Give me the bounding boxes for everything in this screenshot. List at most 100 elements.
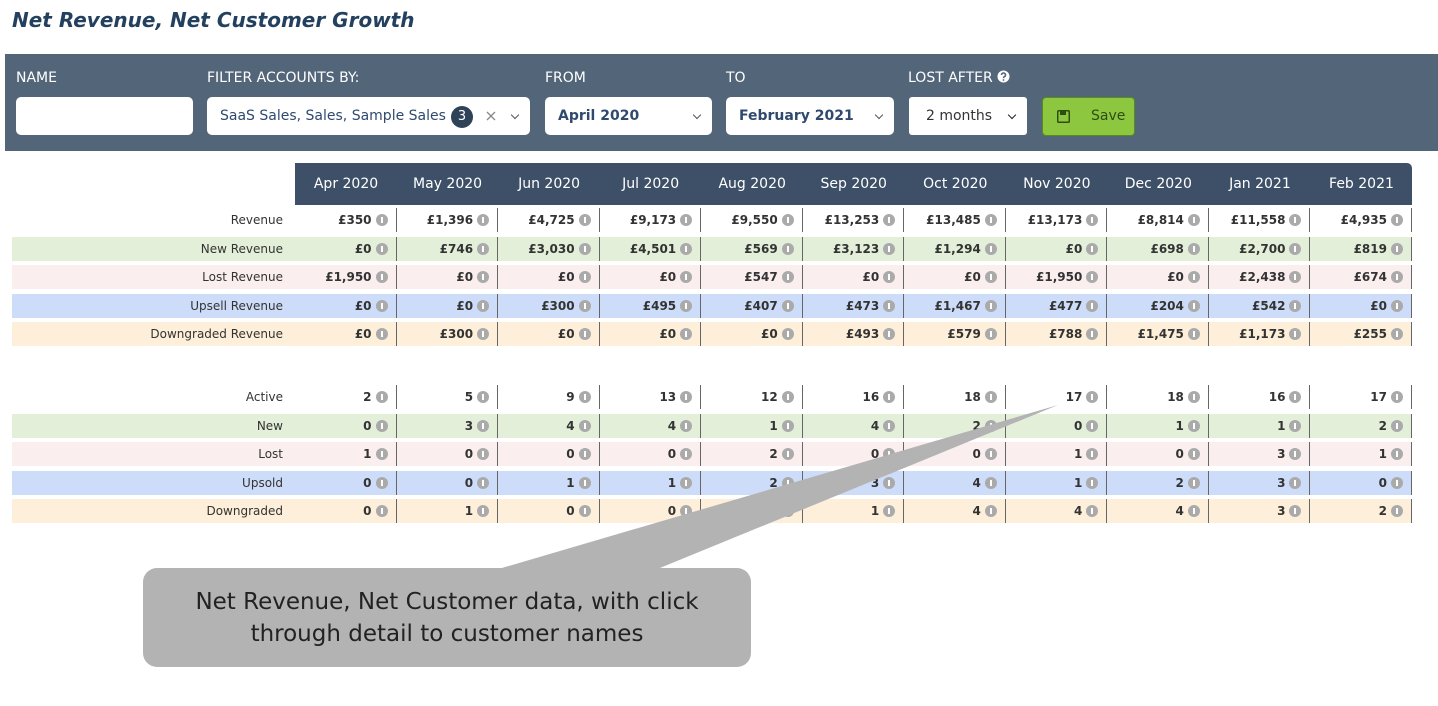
revenue-value[interactable]: £674	[1310, 265, 1412, 289]
revenue-value[interactable]: £0	[397, 265, 499, 289]
info-icon[interactable]	[680, 391, 693, 403]
customer-value[interactable]: 18	[1107, 385, 1209, 409]
revenue-value[interactable]: £407	[701, 293, 803, 318]
revenue-value[interactable]: £300	[498, 293, 600, 318]
info-icon[interactable]	[1086, 476, 1099, 489]
info-icon[interactable]	[883, 242, 896, 255]
info-icon[interactable]	[984, 214, 997, 226]
revenue-value[interactable]: £1,294	[904, 236, 1006, 261]
info-icon[interactable]	[781, 271, 794, 283]
info-icon[interactable]	[1086, 448, 1099, 460]
customer-value[interactable]: 0	[295, 413, 397, 438]
info-icon[interactable]	[1390, 391, 1403, 403]
info-icon[interactable]	[477, 328, 490, 340]
customer-value[interactable]: 4	[904, 499, 1006, 523]
info-icon[interactable]	[781, 328, 794, 340]
customer-value[interactable]: 18	[904, 385, 1006, 409]
info-icon[interactable]	[1390, 476, 1403, 489]
revenue-value[interactable]: £0	[701, 322, 803, 346]
revenue-value[interactable]: £0	[1310, 293, 1412, 318]
customer-value[interactable]: 0	[295, 470, 397, 495]
customer-value[interactable]: 4	[904, 470, 1006, 495]
customer-value[interactable]: 2	[1310, 413, 1412, 438]
info-icon[interactable]	[883, 328, 896, 340]
info-icon[interactable]	[781, 391, 794, 403]
info-icon[interactable]	[1289, 476, 1302, 489]
info-icon[interactable]	[1289, 271, 1302, 283]
revenue-value[interactable]: £1,950	[295, 265, 397, 289]
revenue-value[interactable]: £746	[397, 236, 499, 261]
info-icon[interactable]	[578, 214, 591, 226]
revenue-value[interactable]: £542	[1209, 293, 1311, 318]
info-icon[interactable]	[375, 328, 388, 340]
revenue-value[interactable]: £0	[295, 322, 397, 346]
info-icon[interactable]	[375, 419, 388, 432]
info-icon[interactable]	[984, 448, 997, 460]
info-icon[interactable]	[781, 299, 794, 312]
customer-value[interactable]: 1	[1006, 442, 1108, 466]
customer-value[interactable]: 13	[600, 385, 702, 409]
info-icon[interactable]	[375, 214, 388, 226]
revenue-value[interactable]: £473	[803, 293, 905, 318]
help-icon[interactable]	[997, 70, 1010, 83]
info-icon[interactable]	[984, 328, 997, 340]
info-icon[interactable]	[1086, 391, 1099, 403]
customer-value[interactable]: 5	[397, 385, 499, 409]
revenue-value[interactable]: £0	[397, 293, 499, 318]
customer-value[interactable]: 0	[498, 499, 600, 523]
revenue-value[interactable]: £1,467	[904, 293, 1006, 318]
info-icon[interactable]	[781, 242, 794, 255]
info-icon[interactable]	[1187, 214, 1200, 226]
info-icon[interactable]	[1289, 505, 1302, 517]
info-icon[interactable]	[1086, 214, 1099, 226]
info-icon[interactable]	[477, 419, 490, 432]
info-icon[interactable]	[375, 299, 388, 312]
info-icon[interactable]	[1390, 242, 1403, 255]
customer-value[interactable]: 1	[701, 413, 803, 438]
info-icon[interactable]	[1187, 242, 1200, 255]
revenue-value[interactable]: £788	[1006, 322, 1108, 346]
revenue-value[interactable]: £0	[498, 265, 600, 289]
customer-value[interactable]: 1	[295, 442, 397, 466]
info-icon[interactable]	[680, 214, 693, 226]
info-icon[interactable]	[1086, 299, 1099, 312]
revenue-value[interactable]: £0	[600, 265, 702, 289]
revenue-value[interactable]: £9,550	[701, 208, 803, 232]
customer-value[interactable]: 1	[1209, 413, 1311, 438]
info-icon[interactable]	[883, 271, 896, 283]
info-icon[interactable]	[578, 448, 591, 460]
lost-after-select[interactable]: 2 months	[909, 97, 1027, 135]
customer-value[interactable]: 3	[803, 470, 905, 495]
customer-value[interactable]: 4	[803, 413, 905, 438]
customer-value[interactable]: 4	[600, 413, 702, 438]
info-icon[interactable]	[883, 214, 896, 226]
info-icon[interactable]	[477, 505, 490, 517]
info-icon[interactable]	[1289, 242, 1302, 255]
info-icon[interactable]	[1390, 448, 1403, 460]
info-icon[interactable]	[680, 476, 693, 489]
info-icon[interactable]	[578, 505, 591, 517]
revenue-value[interactable]: £13,485	[904, 208, 1006, 232]
revenue-value[interactable]: £0	[498, 322, 600, 346]
customer-value[interactable]: 1	[600, 470, 702, 495]
info-icon[interactable]	[1390, 271, 1403, 283]
info-icon[interactable]	[1289, 328, 1302, 340]
info-icon[interactable]	[781, 448, 794, 460]
info-icon[interactable]	[375, 242, 388, 255]
info-icon[interactable]	[477, 391, 490, 403]
revenue-value[interactable]: £1,475	[1107, 322, 1209, 346]
info-icon[interactable]	[1390, 214, 1403, 226]
revenue-value[interactable]: £255	[1310, 322, 1412, 346]
info-icon[interactable]	[477, 448, 490, 460]
info-icon[interactable]	[1289, 419, 1302, 432]
info-icon[interactable]	[578, 476, 591, 489]
info-icon[interactable]	[477, 299, 490, 312]
info-icon[interactable]	[578, 419, 591, 432]
revenue-value[interactable]: £13,173	[1006, 208, 1108, 232]
info-icon[interactable]	[375, 505, 388, 517]
info-icon[interactable]	[1086, 419, 1099, 432]
customer-value[interactable]: 12	[701, 385, 803, 409]
revenue-value[interactable]: £493	[803, 322, 905, 346]
from-select[interactable]: April 2020	[545, 97, 712, 135]
info-icon[interactable]	[1187, 476, 1200, 489]
